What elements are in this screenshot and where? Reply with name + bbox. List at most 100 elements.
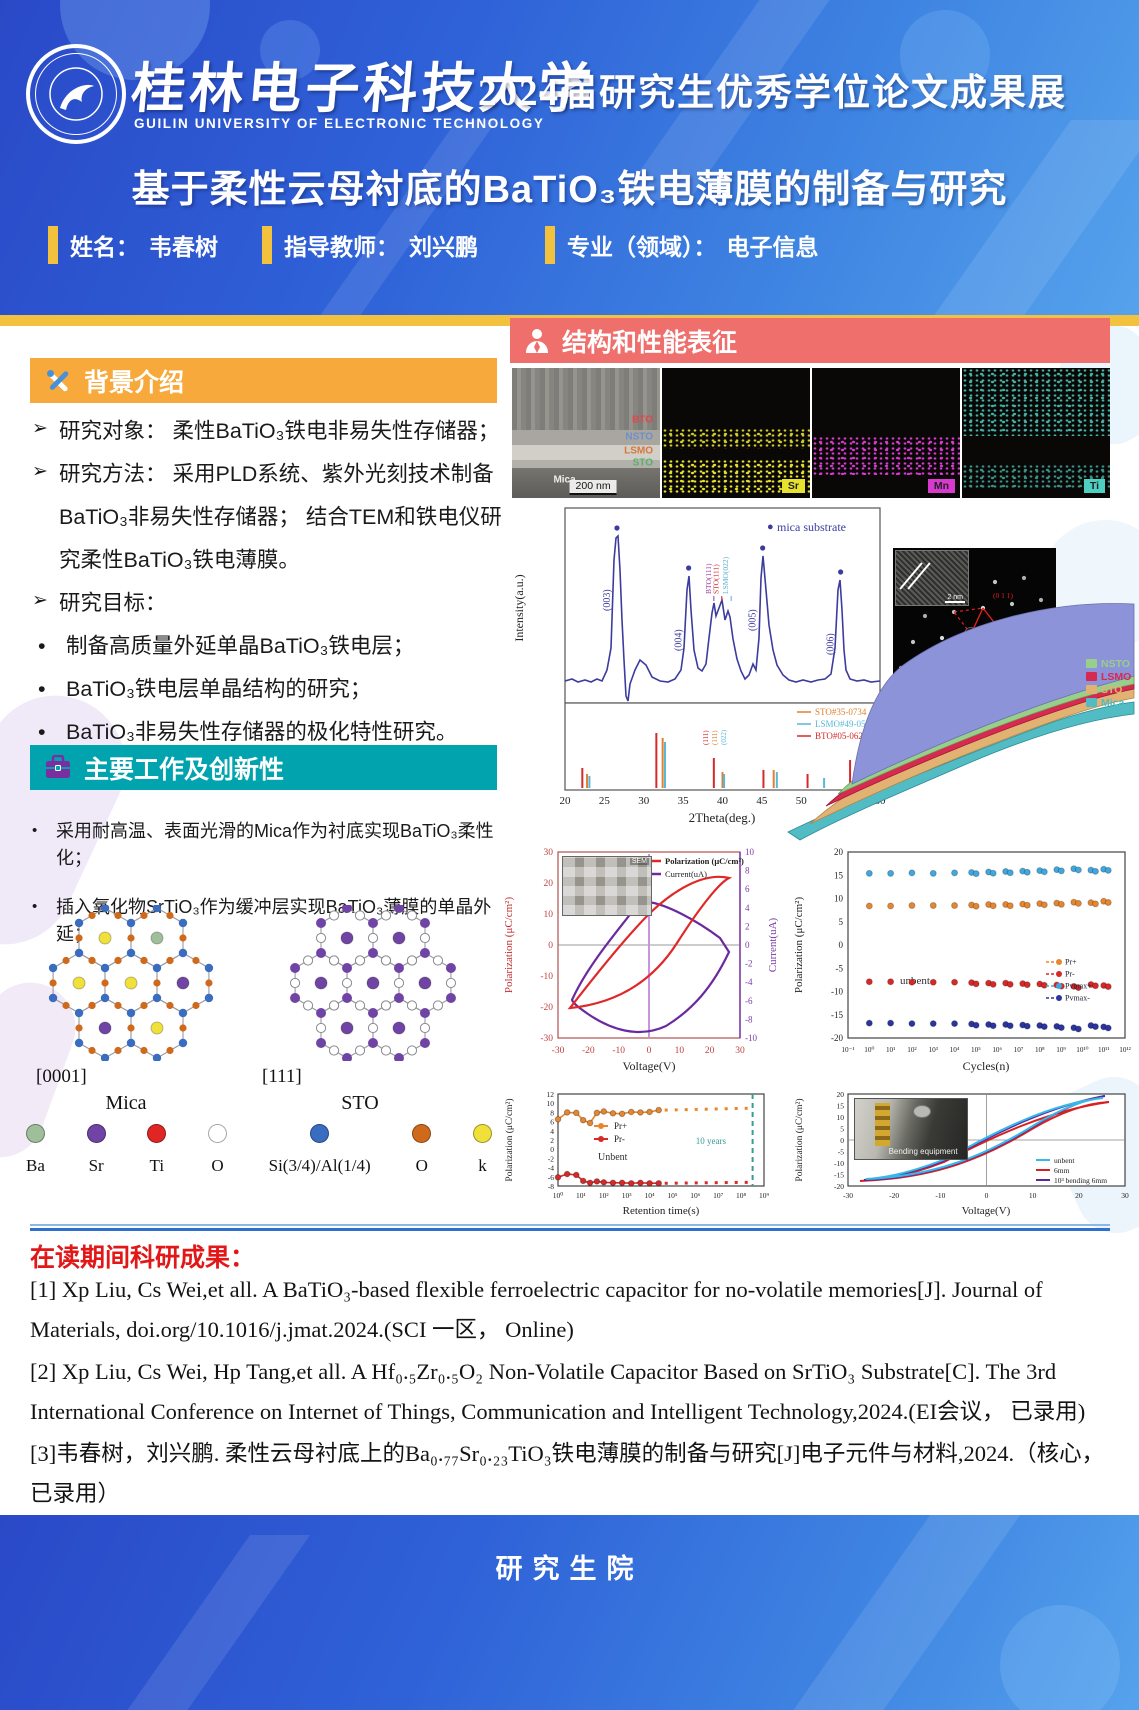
xrd-peak-label: (004)	[674, 629, 685, 651]
data-point	[908, 901, 916, 909]
pv-xlabel: Voltage(V)	[622, 1059, 675, 1073]
background-section-title: 背景介绍	[84, 368, 185, 397]
data-point	[1057, 867, 1065, 875]
data-point	[1057, 900, 1065, 908]
saed-vector-dashed	[953, 611, 972, 635]
xrd-curve	[564, 534, 881, 702]
tem-layer-label: Mica	[553, 474, 576, 486]
atom-oxygen	[406, 910, 418, 921]
data-point	[1023, 868, 1031, 876]
atom-sr	[290, 993, 301, 1003]
retention-annotation: Unbent	[598, 1152, 628, 1163]
tem-layer-lsmo	[512, 444, 660, 461]
tem-layer-label: BTO	[632, 414, 653, 426]
bending-ylabel: Polarization (μC/cm²)	[794, 1098, 805, 1181]
endurance-legend-text: Pvmax+	[1065, 982, 1092, 991]
atom-oxygen	[179, 934, 187, 942]
atom-sr	[419, 1038, 430, 1048]
xrd-ref-legend: STO#35-0734 LSMO#49-0595 BTO#05-0626	[797, 707, 875, 741]
tick-label: 10	[544, 910, 554, 920]
logo-swan	[60, 84, 94, 110]
atom-sr	[368, 918, 378, 928]
data-point	[989, 980, 997, 988]
atom-legend-swatch	[207, 1124, 227, 1143]
info-bar	[545, 226, 555, 264]
tick-label: 8	[550, 1108, 554, 1117]
background-section-header: 背景介绍	[30, 358, 497, 403]
tick-label: -10	[834, 1159, 844, 1168]
tick-label: 15	[837, 1102, 845, 1111]
research-method-row: ➢ 研究方法： 采用PLD系统、紫外光刻技术制备BaTiO₃非易失性存储器； 结…	[32, 453, 506, 582]
atom-oxygen	[419, 1022, 431, 1034]
atom-oxygen	[127, 934, 135, 942]
atom-legend-swatch	[147, 1124, 167, 1143]
retention-legend-text: Pr+	[614, 1121, 627, 1131]
atom-si-al	[48, 993, 58, 1003]
tick-label: 5	[839, 917, 844, 927]
data-point	[563, 1109, 571, 1116]
atom-sr	[316, 948, 327, 958]
tick-label: 10³	[929, 1046, 939, 1054]
data-point	[618, 1110, 626, 1118]
stack-legend-item: BTO	[1086, 644, 1131, 657]
atom-oxygen	[289, 977, 301, 989]
tools-icon	[44, 367, 72, 395]
ten-years-label: 10 years	[696, 1136, 727, 1146]
atom-sr	[290, 963, 301, 973]
data-point	[1091, 867, 1099, 875]
atom-oxygen	[127, 1024, 135, 1032]
tick-label: 4	[745, 903, 750, 913]
research-goal-text: 研究目标：	[59, 591, 167, 615]
atom-si-al	[178, 1038, 188, 1048]
data-point	[929, 978, 937, 986]
tick-label: -20	[889, 1191, 899, 1200]
tem-layer-bto	[512, 368, 660, 431]
data-point	[951, 978, 959, 986]
tick-label: 20	[544, 879, 554, 889]
stack-legend-item: Mica	[1086, 696, 1131, 709]
atom-legend-label: Sr	[88, 1156, 104, 1175]
atom-oxygen	[354, 955, 366, 966]
data-point	[1006, 1022, 1014, 1030]
background-text: ➢ 研究对象： 柔性BaTiO₃铁电非易失性存储器； ➢ 研究方法： 采用PLD…	[32, 410, 506, 754]
endurance-frame	[847, 851, 1126, 1039]
xrd-ref-peak-label: (111)	[711, 730, 719, 745]
tick-label: 10⁶	[690, 1191, 701, 1200]
xrd-film-peak-label: LSMO(022)	[721, 556, 730, 594]
stack-legend-swatch	[1086, 646, 1097, 655]
atom-oxygen	[88, 911, 96, 920]
atom-legend-item: Si(3/4)/Al(1/4)	[269, 1124, 371, 1176]
atom-si-al	[100, 993, 110, 1003]
university-logo-emblem	[49, 67, 103, 121]
tick-label: -10	[935, 1191, 945, 1200]
tick-label: -20	[582, 1046, 595, 1056]
data-point	[989, 902, 997, 910]
atom-oxygen	[432, 955, 444, 966]
tem-cross-section: 200 nm BTO NSTO LSMO STO Mica	[512, 368, 660, 498]
diffraction-spot	[1038, 597, 1044, 603]
data-point	[1023, 1022, 1031, 1030]
stack-legend-label: NSTO	[1101, 657, 1130, 670]
tick-label: -30	[843, 1191, 853, 1200]
data-point	[929, 869, 937, 877]
tick-label: 10⁷	[713, 1191, 724, 1200]
atom-sr	[368, 1038, 378, 1048]
atom-oxygen	[328, 955, 340, 966]
tem-scale-bar: 200 nm	[569, 480, 617, 495]
tem-layer-label: LSMO	[624, 445, 653, 457]
atom-si-al	[48, 963, 58, 973]
atom-oxygen	[166, 911, 174, 920]
endurance-series-Pvmax+	[865, 865, 1112, 878]
bending-cylinder	[913, 1105, 932, 1118]
endurance-ylabel: Polarization (μC/cm²)	[793, 897, 805, 994]
data-point	[887, 869, 895, 877]
tick-label: 2	[745, 921, 750, 931]
tick-label: 10⁴	[644, 1191, 655, 1200]
saed-vector-dashed	[953, 607, 984, 613]
tick-label: 10⁻¹	[841, 1046, 854, 1054]
atom-oxygen	[88, 1046, 96, 1055]
info-name-label: 姓名：	[70, 234, 139, 260]
research-method-text: 研究方法： 采用PLD系统、紫外光刻技术制备BaTiO₃非易失性存储器； 结合T…	[59, 462, 502, 572]
tick-label: 20	[705, 1046, 715, 1056]
xrd-film-peak-label: STO(111)	[712, 564, 721, 594]
